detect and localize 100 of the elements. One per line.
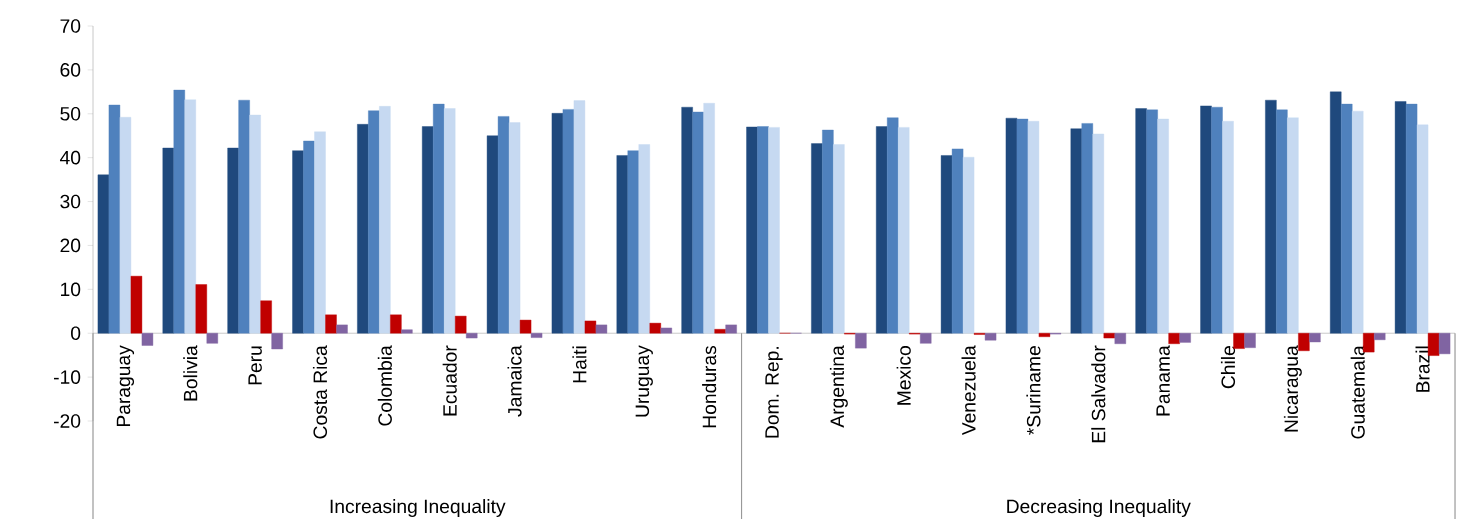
x-tick-label: Chile — [1220, 346, 1236, 389]
bar — [368, 110, 380, 334]
bar — [1179, 333, 1191, 343]
bar — [746, 126, 758, 334]
bar — [162, 147, 174, 334]
bar — [390, 314, 402, 334]
x-tick-label: Panama — [1156, 345, 1170, 416]
bar — [227, 147, 239, 334]
bar — [486, 135, 499, 334]
bar — [627, 150, 639, 334]
bar — [1135, 108, 1147, 334]
y-tick-label: -10 — [54, 370, 81, 384]
bar — [725, 324, 737, 334]
bar — [1081, 123, 1093, 334]
x-tick-label: Brazil — [1415, 346, 1430, 392]
bar — [119, 117, 132, 334]
bar — [455, 315, 467, 334]
y-tick-label: 10 — [61, 282, 81, 297]
bar — [444, 108, 456, 334]
bar — [108, 104, 121, 334]
bar — [649, 322, 661, 334]
x-tick-label: Honduras — [702, 345, 717, 428]
bar — [1016, 118, 1029, 334]
bar — [249, 114, 261, 334]
bar — [833, 144, 845, 334]
y-tick-label: -20 — [54, 414, 81, 428]
bar — [984, 333, 997, 341]
bar — [1276, 109, 1288, 334]
bar — [1103, 333, 1115, 339]
bar — [562, 109, 575, 334]
y-tick-label: 70 — [60, 19, 81, 33]
bar — [962, 157, 975, 334]
bar — [876, 126, 888, 334]
y-tick-label: 0 — [71, 326, 81, 341]
bar — [1114, 333, 1126, 344]
bar — [1287, 117, 1299, 334]
text: Decreasing Inequality — [1007, 499, 1191, 517]
bar — [422, 126, 434, 334]
bar — [1168, 333, 1180, 344]
bar — [195, 284, 207, 334]
bar — [357, 124, 369, 334]
bar — [811, 143, 823, 334]
bar — [1222, 121, 1234, 334]
x-tick-label: Venezuela — [961, 345, 976, 436]
bar — [887, 117, 899, 334]
bar — [1233, 333, 1245, 349]
x-tick-label: Bolivia — [183, 345, 198, 401]
bar — [206, 333, 218, 344]
bar — [1374, 333, 1386, 341]
x-tick-label: *Suriname — [1026, 346, 1041, 435]
bar — [1341, 103, 1353, 334]
bar — [757, 126, 769, 334]
bar — [303, 140, 315, 334]
bar — [260, 300, 272, 334]
bar — [1405, 103, 1418, 334]
text: Increasing Inequality — [330, 499, 506, 517]
bar — [433, 103, 445, 334]
bar — [681, 106, 693, 334]
bar — [1070, 128, 1082, 334]
bar — [1394, 101, 1407, 334]
bar — [401, 329, 413, 334]
bar — [314, 131, 326, 334]
bar — [940, 155, 953, 334]
bar — [692, 111, 704, 334]
bar — [1438, 333, 1451, 355]
bar — [660, 327, 672, 334]
x-tick-label: Dom. Rep. — [765, 347, 783, 438]
y-tick-label: 20 — [60, 238, 81, 253]
bar — [1005, 117, 1018, 334]
bar — [1309, 333, 1321, 343]
bar — [1200, 105, 1212, 334]
bar — [616, 155, 628, 334]
bar — [855, 333, 867, 349]
bar — [173, 89, 185, 334]
bar — [1211, 106, 1223, 334]
bar — [1330, 91, 1342, 334]
bar — [292, 150, 304, 334]
x-tick-label: Colombia — [377, 345, 392, 426]
bar — [1027, 121, 1040, 334]
bar — [920, 333, 932, 344]
bar — [1265, 99, 1277, 334]
y-tick-label: 30 — [60, 194, 81, 209]
bar — [1157, 118, 1169, 334]
y-tick-label: 40 — [59, 150, 81, 165]
bar — [1038, 333, 1051, 337]
bar — [703, 103, 715, 334]
y-tick-label: 60 — [60, 63, 81, 77]
bar — [508, 122, 521, 334]
bar — [951, 148, 964, 334]
x-tick-label: Ecuador — [442, 345, 457, 416]
x-tick-label: Haiti — [572, 346, 587, 383]
bar — [1363, 333, 1375, 353]
bar — [130, 275, 143, 334]
bar — [271, 333, 283, 350]
y-tick-label: 50 — [60, 106, 81, 121]
bar — [97, 174, 110, 334]
bar — [238, 99, 250, 334]
x-tick-label: Uruguay — [635, 345, 653, 417]
bar — [551, 113, 564, 334]
x-tick-label: El Salvador — [1091, 345, 1106, 443]
